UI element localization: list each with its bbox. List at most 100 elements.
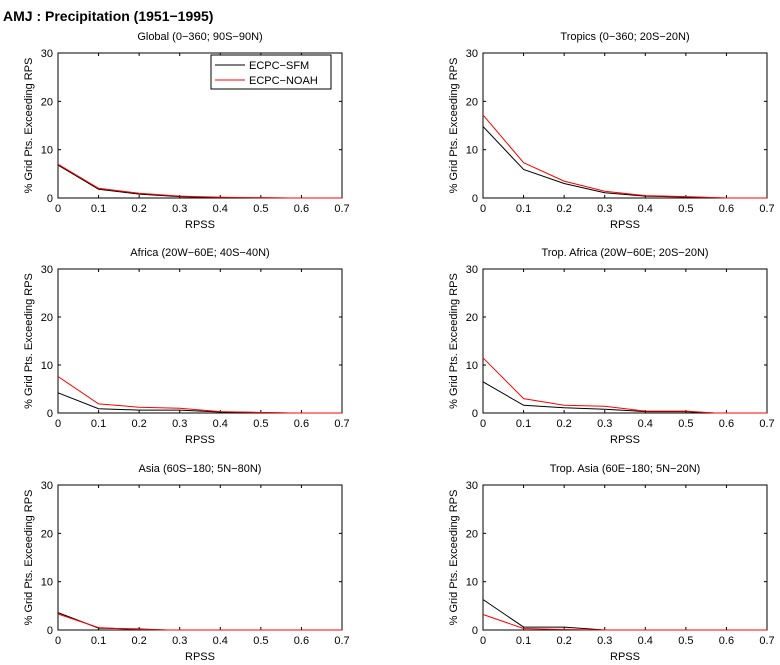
series-line-ecpc-sfm — [482, 126, 767, 199]
y-tick-label: 30 — [41, 264, 53, 276]
legend: ECPC−SFM ECPC−NOAH — [210, 54, 332, 90]
x-tick-label: 0 — [480, 203, 486, 215]
y-tick-label: 10 — [41, 145, 53, 157]
y-tick-label: 20 — [41, 528, 53, 540]
y-tick-label: 20 — [466, 312, 478, 324]
y-axis-label: % Grid Pts. Exceeding RPS — [448, 58, 460, 194]
y-tick-label: 10 — [466, 577, 478, 589]
x-axis-label: RPSS — [185, 219, 215, 231]
y-axis-label: % Grid Pts. Exceeding RPS — [23, 273, 35, 409]
x-tick-label: 0.6 — [719, 635, 734, 647]
x-tick-label: 0.5 — [678, 203, 693, 215]
x-tick-label: 0.6 — [294, 635, 309, 647]
series-line-ecpc-noah — [57, 163, 342, 199]
x-tick-label: 0.2 — [131, 635, 146, 647]
x-tick-label: 0.5 — [253, 418, 268, 430]
x-tick-label: 0.4 — [213, 635, 228, 647]
x-tick-label: 0.7 — [759, 418, 774, 430]
x-tick-label: 0.3 — [597, 418, 612, 430]
series-line-ecpc-noah — [482, 614, 767, 631]
x-tick-label: 0.4 — [638, 203, 653, 215]
y-tick-label: 10 — [466, 145, 478, 157]
x-tick-label: 0.4 — [638, 418, 653, 430]
plot-frame — [482, 484, 768, 631]
y-tick-label: 10 — [41, 360, 53, 372]
x-tick-label: 0.3 — [597, 203, 612, 215]
x-tick-label: 0 — [55, 418, 61, 430]
x-tick-label: 0.5 — [678, 418, 693, 430]
y-tick-label: 0 — [47, 408, 53, 420]
y-tick-label: 0 — [472, 625, 478, 637]
x-tick-label: 0.6 — [719, 203, 734, 215]
y-tick-label: 20 — [466, 528, 478, 540]
x-tick-label: 0 — [480, 635, 486, 647]
y-tick-label: 30 — [41, 480, 53, 492]
x-tick-label: 0 — [55, 635, 61, 647]
y-axis-label: % Grid Pts. Exceeding RPS — [448, 273, 460, 409]
series-line-ecpc-sfm — [57, 164, 342, 199]
y-tick-label: 20 — [41, 312, 53, 324]
chart-title: Global (0−360; 90S−90N) — [137, 31, 262, 43]
x-tick-label: 0.6 — [719, 418, 734, 430]
y-tick-label: 0 — [472, 193, 478, 205]
plot-frame — [482, 268, 768, 414]
x-tick-label: 0.1 — [516, 203, 531, 215]
chart-panel-5: Asia (60S−180; 5N−80N) 0 0.1 0.2 0.3 0.4 0.5 0.… — [23, 463, 350, 663]
y-tick-label: 10 — [466, 360, 478, 372]
chart-panel-3: Africa (20W−60E; 40S−40N) 0 0.1 0.2 0.3 0.4 0.… — [23, 247, 350, 446]
x-tick-label: 0.7 — [334, 203, 349, 215]
x-tick-label: 0 — [55, 203, 61, 215]
y-tick-label: 20 — [466, 96, 478, 108]
chart-panel-2: Tropics (0−360; 20S−20N) 0 0.1 0.2 0.3 0.4 0.5… — [448, 31, 775, 231]
plot-frame — [57, 484, 343, 631]
chart-title: Tropics (0−360; 20S−20N) — [560, 31, 689, 43]
y-tick-label: 30 — [466, 264, 478, 276]
x-axis-label: RPSS — [610, 434, 640, 446]
y-tick-label: 20 — [41, 96, 53, 108]
x-tick-label: 0.1 — [91, 418, 106, 430]
y-axis-label: % Grid Pts. Exceeding RPS — [448, 490, 460, 626]
x-tick-label: 0.1 — [91, 203, 106, 215]
plot-frame — [57, 52, 343, 199]
x-tick-label: 0.7 — [759, 203, 774, 215]
x-tick-label: 0.1 — [91, 635, 106, 647]
series-line-ecpc-noah — [57, 376, 342, 414]
y-axis-label: % Grid Pts. Exceeding RPS — [23, 58, 35, 194]
chart-panel-4: Trop. Africa (20W−60E; 20S−20N) 0 0.1 0.2 0.… — [448, 247, 775, 446]
x-tick-label: 0.6 — [294, 418, 309, 430]
x-axis-label: RPSS — [185, 434, 215, 446]
x-tick-label: 0.3 — [172, 418, 187, 430]
x-tick-label: 0.2 — [556, 203, 571, 215]
plot-frame — [482, 52, 768, 199]
y-tick-label: 30 — [41, 48, 53, 60]
chart-panel-6: Trop. Asia (60E−180; 5N−20N) 0 0.1 0.2 0.3 0.… — [448, 463, 775, 663]
x-tick-label: 0.3 — [172, 203, 187, 215]
chart-title: Trop. Asia (60E−180; 5N−20N) — [550, 463, 701, 475]
x-tick-label: 0.2 — [131, 418, 146, 430]
legend-label: ECPC−NOAH — [249, 75, 318, 87]
page-title: AMJ : Precipitation (1951−1995) — [3, 8, 214, 24]
y-tick-label: 0 — [47, 625, 53, 637]
x-tick-label: 0.5 — [253, 635, 268, 647]
y-tick-label: 30 — [466, 480, 478, 492]
legend-box — [210, 54, 332, 90]
chart-title: Africa (20W−60E; 40S−40N) — [130, 247, 269, 259]
plot-frame — [57, 268, 343, 414]
x-tick-label: 0.3 — [172, 635, 187, 647]
x-tick-label: 0.1 — [516, 635, 531, 647]
x-axis-label: RPSS — [185, 651, 215, 663]
x-tick-label: 0.7 — [334, 418, 349, 430]
x-tick-label: 0.3 — [597, 635, 612, 647]
series-line-ecpc-sfm — [482, 599, 767, 631]
y-tick-label: 0 — [47, 193, 53, 205]
x-tick-label: 0.2 — [556, 418, 571, 430]
x-axis-label: RPSS — [610, 651, 640, 663]
x-tick-label: 0 — [480, 418, 486, 430]
y-tick-label: 10 — [41, 577, 53, 589]
x-tick-label: 0.6 — [294, 203, 309, 215]
x-tick-label: 0.4 — [638, 635, 653, 647]
x-tick-label: 0.4 — [213, 203, 228, 215]
x-tick-label: 0.5 — [253, 203, 268, 215]
x-tick-label: 0.2 — [556, 635, 571, 647]
